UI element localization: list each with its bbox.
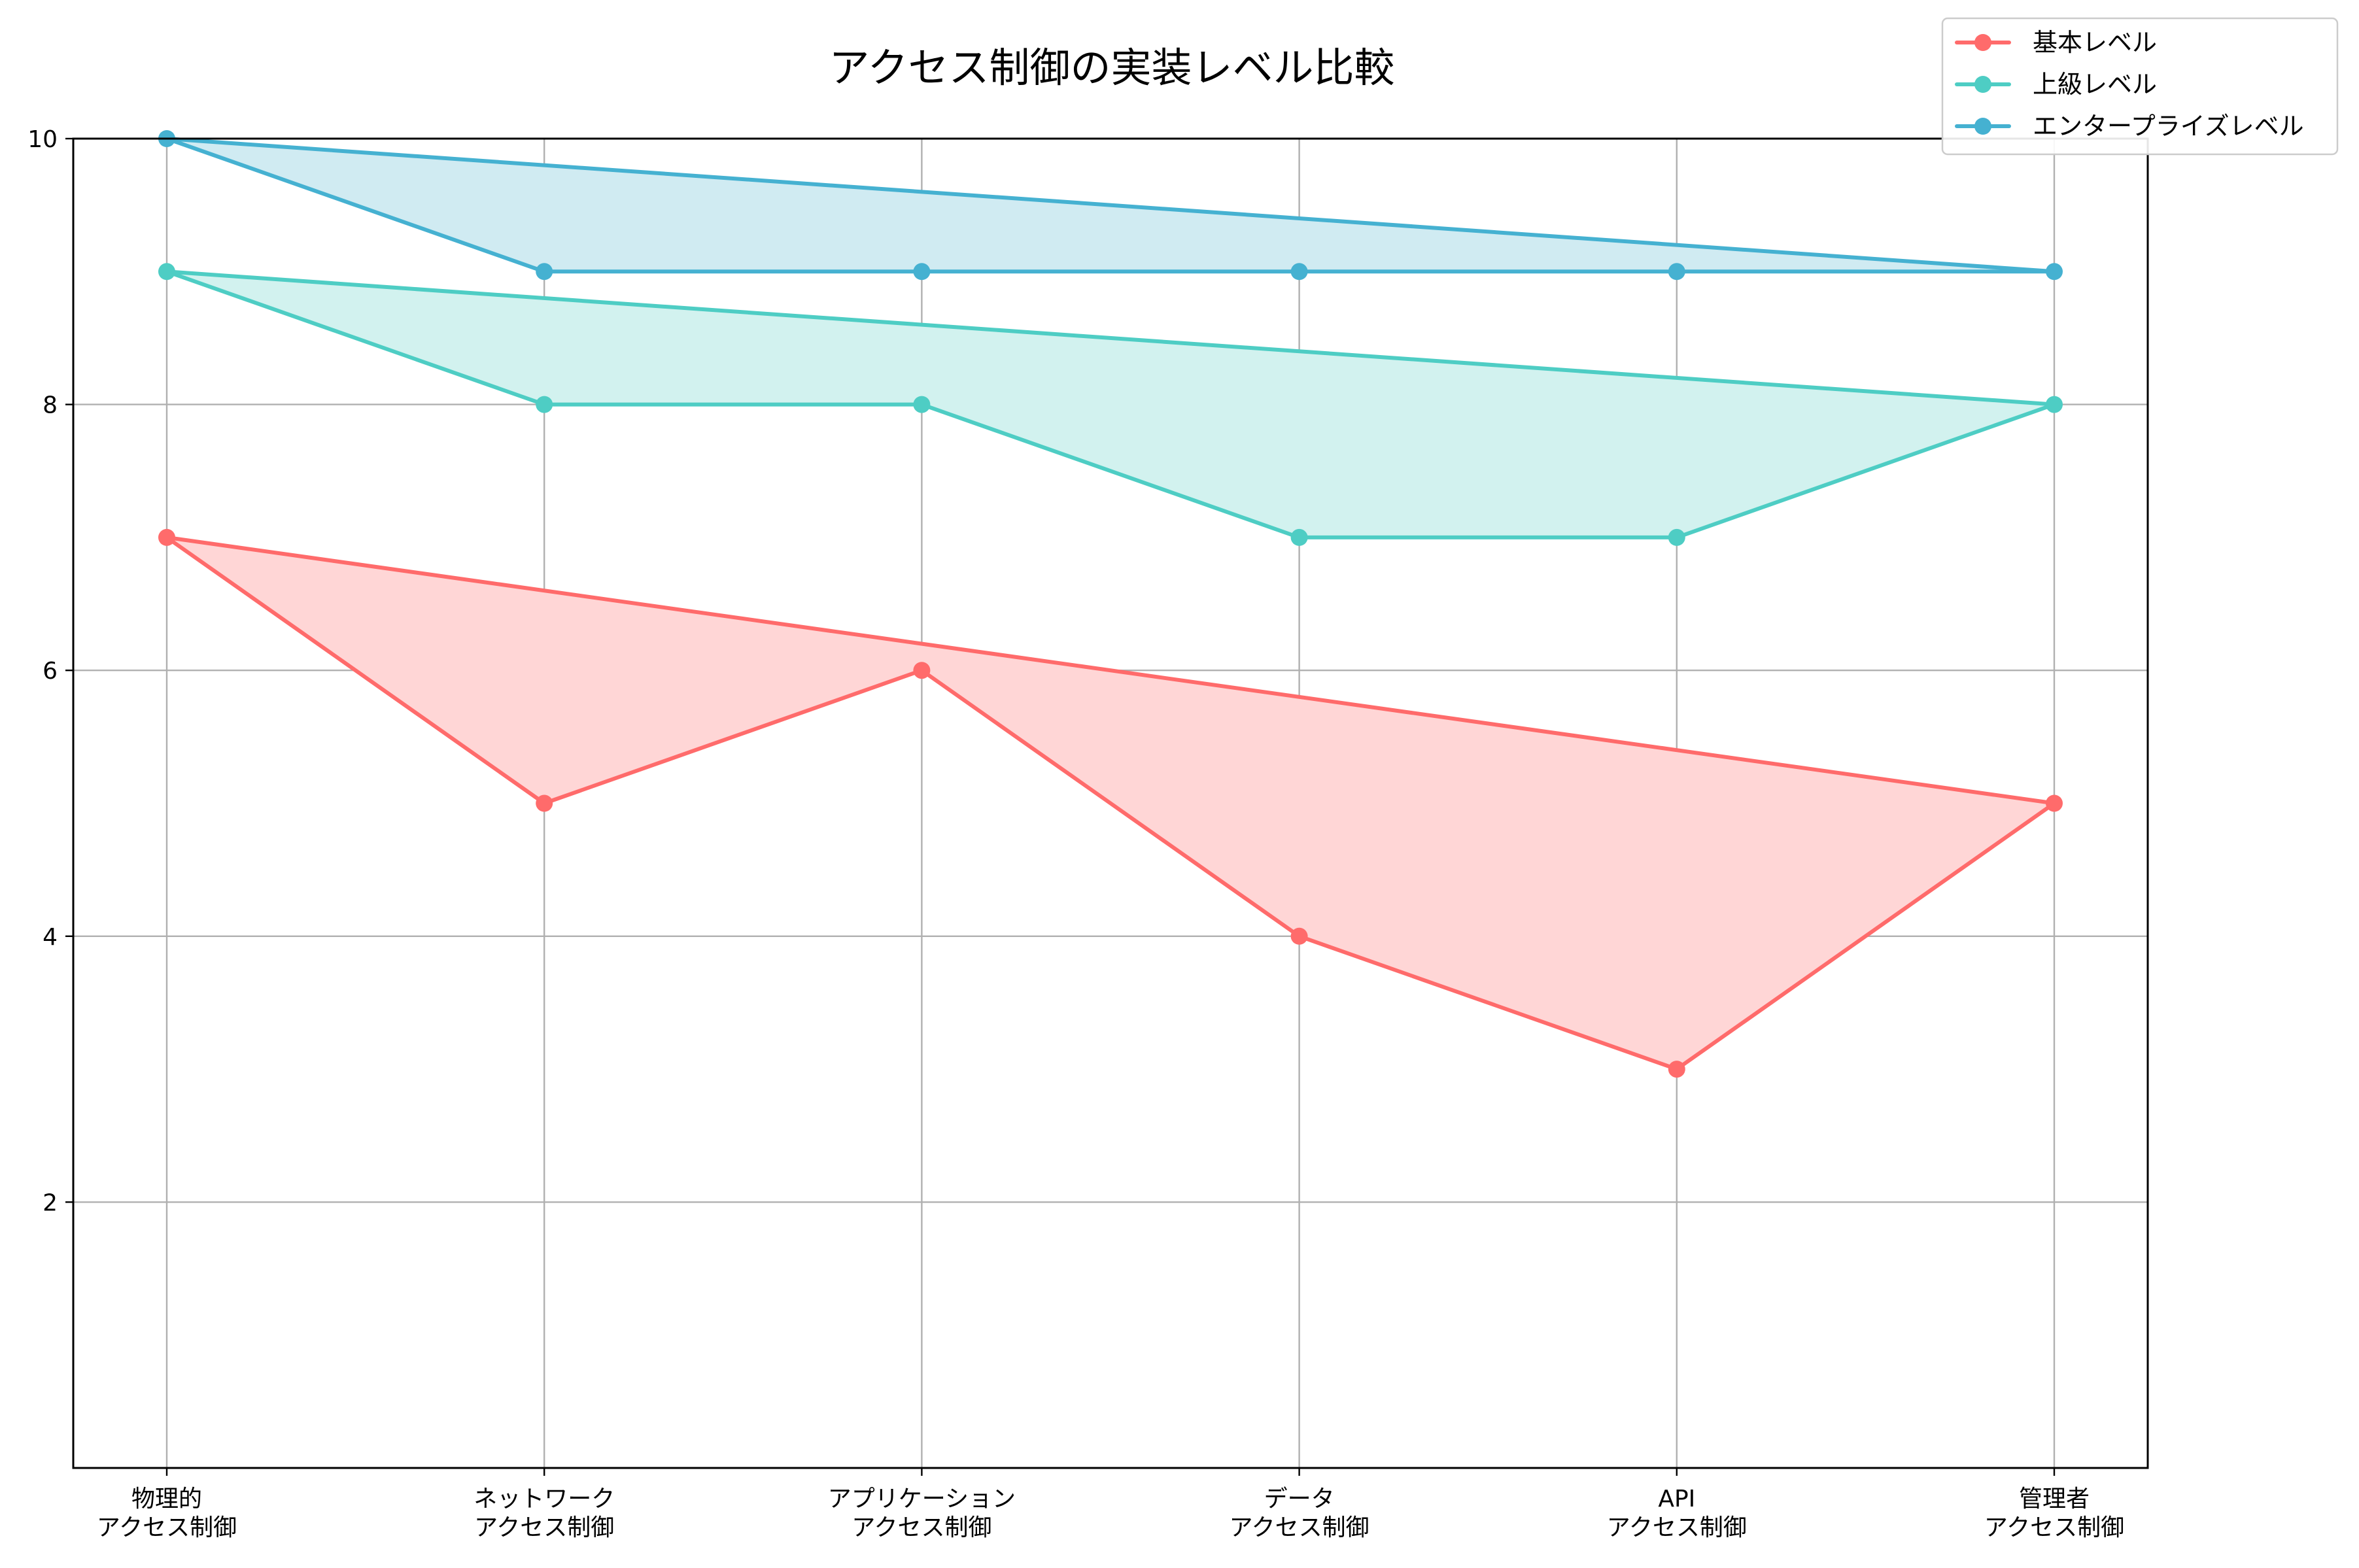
data-point [536, 794, 553, 812]
x-tick-label: API [1658, 1486, 1695, 1512]
x-tick-label: ネットワーク [474, 1486, 615, 1512]
series-fill-edge-2 [165, 269, 2056, 407]
series-line-3 [165, 137, 2056, 274]
x-tick-label: 管理者 [2019, 1486, 2090, 1512]
series-line-2 [165, 269, 2056, 539]
y-tick-label: 8 [43, 392, 58, 419]
x-tick-label: アクセス制御 [474, 1514, 614, 1541]
x-tick-label: アクセス制御 [852, 1514, 991, 1541]
y-tick-label: 2 [43, 1189, 58, 1216]
data-point [913, 396, 931, 413]
data-point [1668, 528, 1685, 546]
legend-label: 基本レベル [2033, 28, 2157, 57]
series-line-1 [165, 535, 2056, 1072]
series-markers [158, 130, 2063, 1078]
y-tick-label: 10 [27, 126, 58, 153]
series-fill-edge-1 [165, 535, 2056, 806]
x-tick-label: アクセス制御 [97, 1514, 237, 1541]
data-point [536, 396, 553, 413]
y-axis-ticks: 2 4 6 8 10 [27, 126, 73, 1216]
data-point [2046, 263, 2063, 281]
data-point [158, 263, 175, 281]
data-point [1290, 927, 1308, 945]
legend-swatch-marker [1974, 76, 1991, 93]
x-tick-label: アクセス制御 [1984, 1514, 2124, 1541]
x-tick-label: データ [1264, 1486, 1335, 1512]
series-fill-2 [167, 271, 2054, 537]
y-tick-label: 6 [43, 658, 58, 685]
series-lines [165, 137, 2056, 1072]
x-tick-label: アクセス制御 [1229, 1514, 1369, 1541]
x-axis-ticks: 物理的アクセス制御ネットワークアクセス制御アプリケーションアクセス制御データアク… [97, 1468, 2124, 1541]
series-fill-edge-3 [165, 137, 2056, 274]
data-point [158, 528, 175, 546]
data-point [1290, 528, 1308, 546]
plot-frame [72, 137, 2149, 1469]
chart-title: アクセス制御の実装レベル比較 [829, 44, 1395, 92]
data-point [1668, 263, 1685, 281]
legend-label: エンタープライズレベル [2033, 112, 2304, 141]
y-tick-label: 4 [43, 924, 58, 951]
legend-label: 上級レベル [2033, 70, 2157, 99]
data-point [2046, 794, 2063, 812]
data-point [536, 263, 553, 281]
data-point [2046, 396, 2063, 413]
x-tick-label: アクセス制御 [1607, 1514, 1747, 1541]
x-tick-label: アプリケーション [828, 1486, 1016, 1512]
x-tick-label: 物理的 [131, 1486, 202, 1512]
data-point [1290, 263, 1308, 281]
data-point [1668, 1061, 1685, 1078]
legend-frame [1941, 17, 2339, 156]
data-point [913, 263, 931, 281]
data-point [913, 662, 931, 679]
legend-swatch-marker [1974, 34, 1991, 51]
legend-swatch-marker [1974, 118, 1991, 135]
